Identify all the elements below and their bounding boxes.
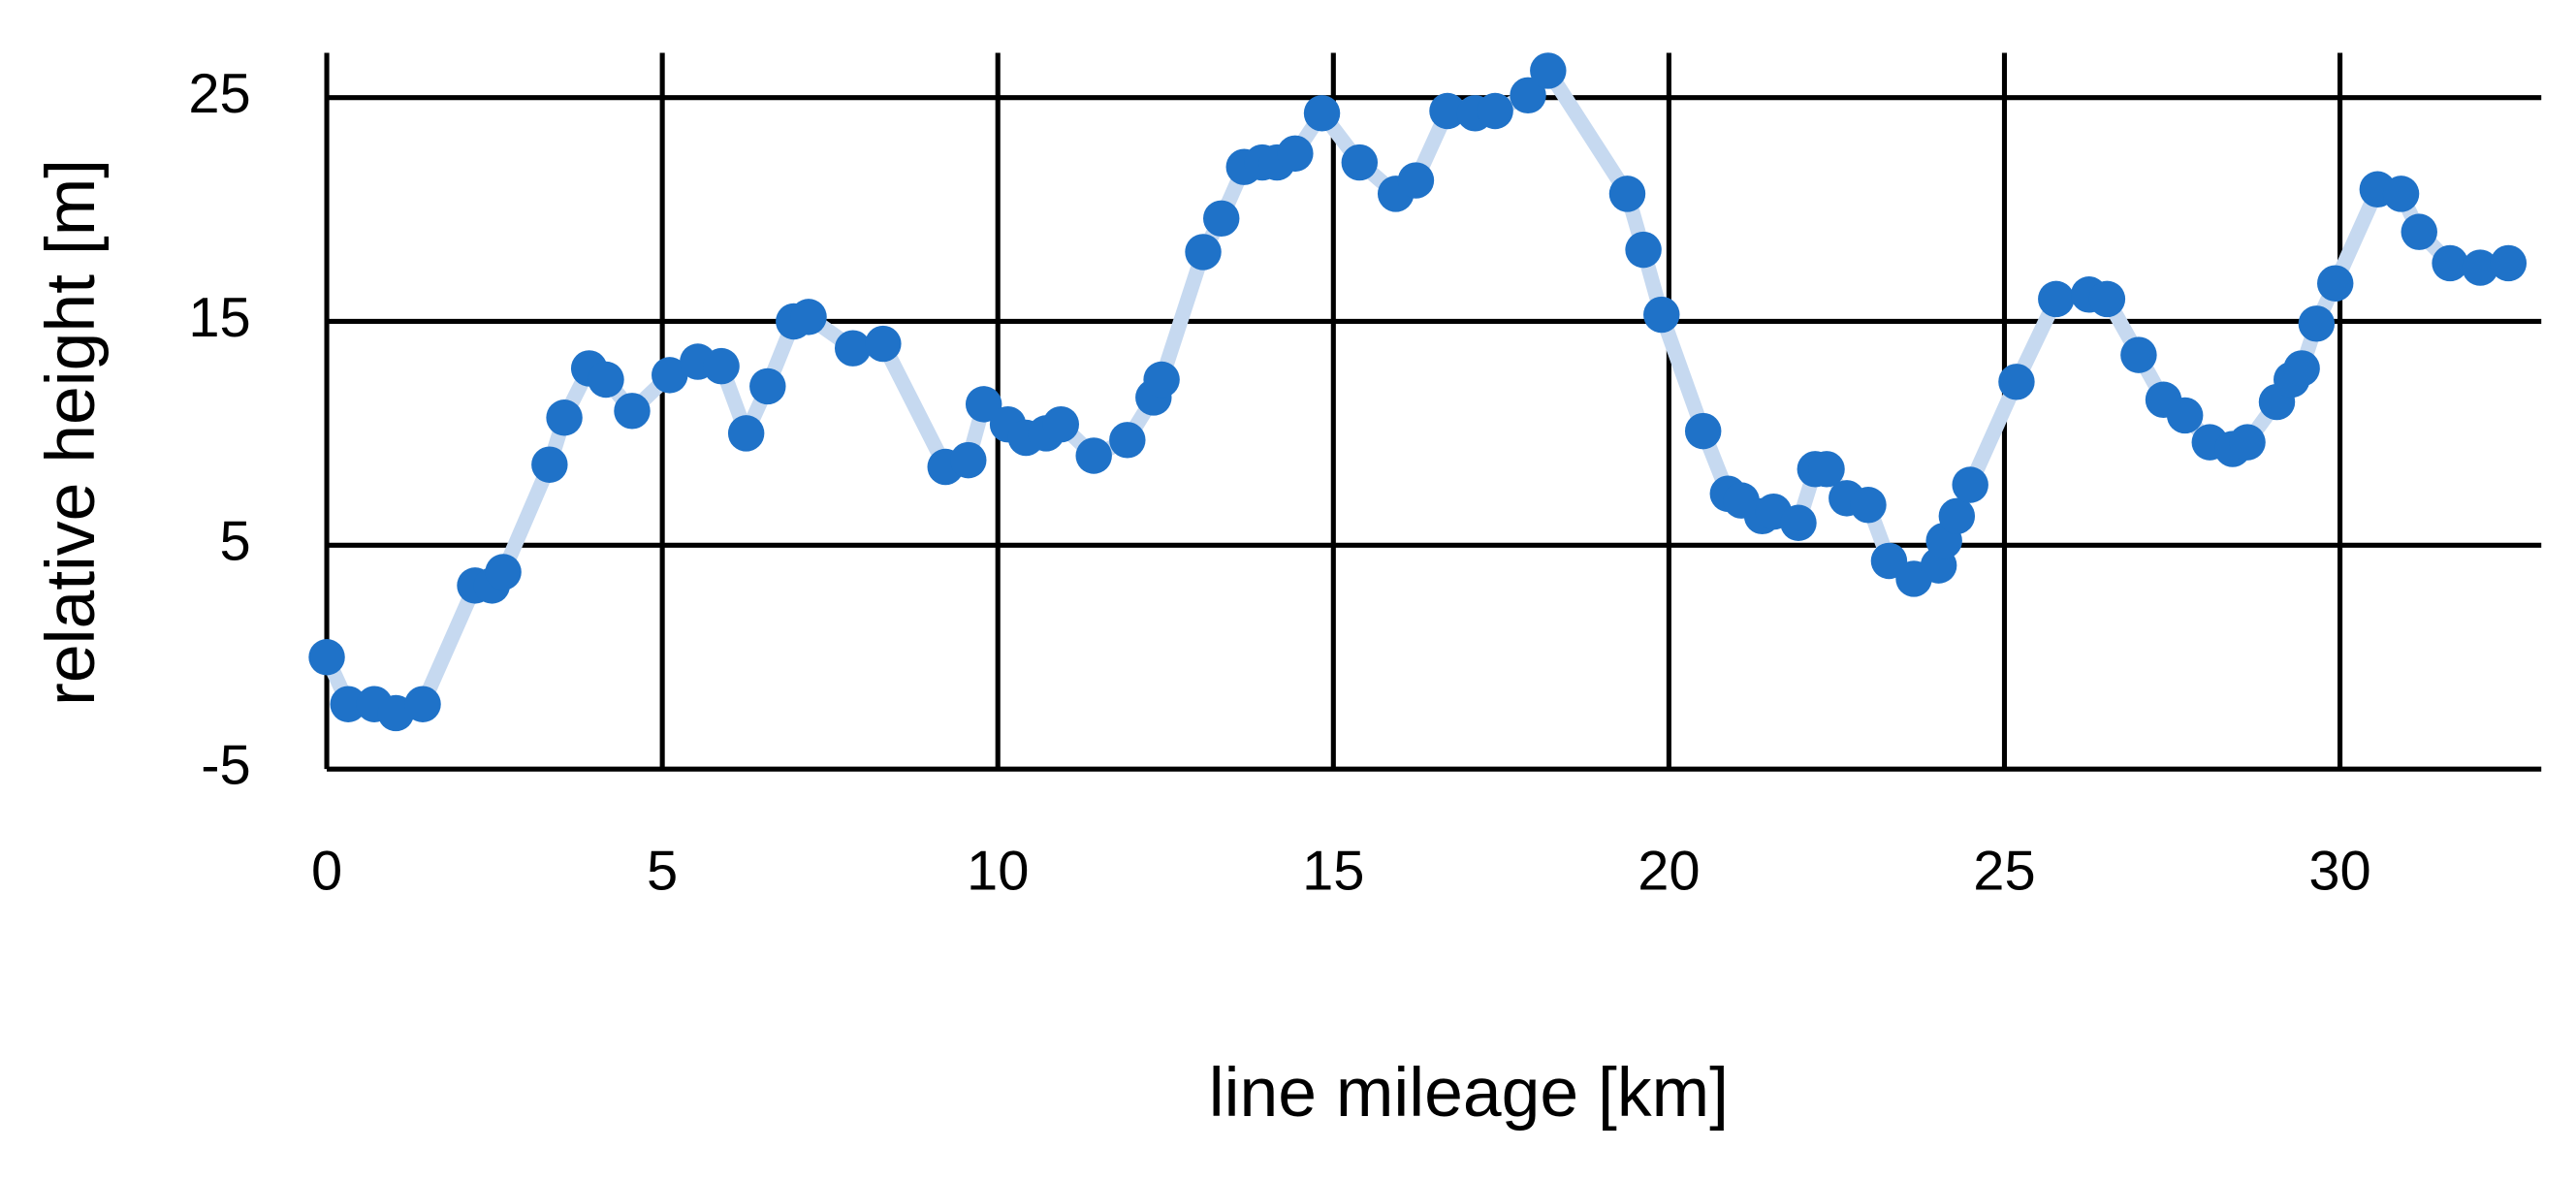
point [588, 361, 624, 399]
point [965, 386, 1002, 423]
point [1429, 92, 1466, 130]
point [1303, 95, 1341, 132]
point [749, 367, 786, 405]
point [1952, 466, 1988, 503]
point [2298, 305, 2336, 342]
point [531, 446, 568, 483]
x-tick-label: 30 [2308, 840, 2370, 902]
x-tick-label: 15 [1302, 840, 1364, 902]
point [2462, 249, 2498, 286]
point [1998, 364, 2035, 400]
y-axis-title: relative height [m] [32, 159, 110, 706]
point [1643, 296, 1680, 334]
point [2088, 280, 2126, 318]
x-tick-label: 0 [311, 840, 342, 902]
point [2382, 176, 2420, 212]
point [1341, 144, 1379, 181]
point [1202, 200, 1240, 238]
point [1397, 162, 1435, 199]
point [1075, 437, 1112, 474]
point [1780, 504, 1817, 541]
x-tick-label: 25 [1973, 840, 2035, 902]
point [1625, 231, 1662, 269]
point [1185, 234, 1222, 271]
y-tick-label: 5 [220, 511, 251, 573]
point [2120, 336, 2157, 373]
x-tick-label: 5 [647, 840, 678, 902]
point [652, 357, 688, 394]
point [2283, 350, 2320, 387]
x-tick-label: 10 [967, 840, 1029, 902]
point [2401, 213, 2437, 250]
y-tick-label: 25 [188, 63, 250, 125]
y-tick-label: -5 [201, 734, 250, 796]
point [1510, 77, 1546, 114]
point [2317, 265, 2354, 302]
point [1277, 135, 1314, 173]
point [546, 399, 583, 436]
point [404, 686, 441, 722]
point [1530, 52, 1567, 89]
point [950, 441, 987, 479]
point [1608, 176, 1646, 212]
point [2166, 397, 2204, 434]
point [2038, 280, 2075, 318]
x-axis-title: line mileage [km] [1209, 1054, 1729, 1132]
point [1684, 412, 1722, 450]
point [1938, 497, 1976, 535]
point [790, 299, 827, 335]
point [1109, 422, 1146, 459]
point [2490, 244, 2528, 282]
point [1808, 451, 1845, 488]
point [1477, 92, 1513, 130]
point [865, 325, 902, 363]
point [834, 330, 872, 367]
point [703, 347, 740, 385]
point [2229, 424, 2266, 461]
point [485, 554, 522, 590]
point [614, 393, 651, 430]
point [1143, 361, 1180, 399]
point [727, 415, 765, 452]
point [2432, 244, 2468, 282]
point [330, 686, 366, 722]
point [308, 639, 345, 676]
point [1042, 405, 1080, 443]
point [1850, 487, 1887, 524]
y-tick-label: 15 [188, 287, 250, 349]
x-tick-label: 20 [1638, 840, 1700, 902]
